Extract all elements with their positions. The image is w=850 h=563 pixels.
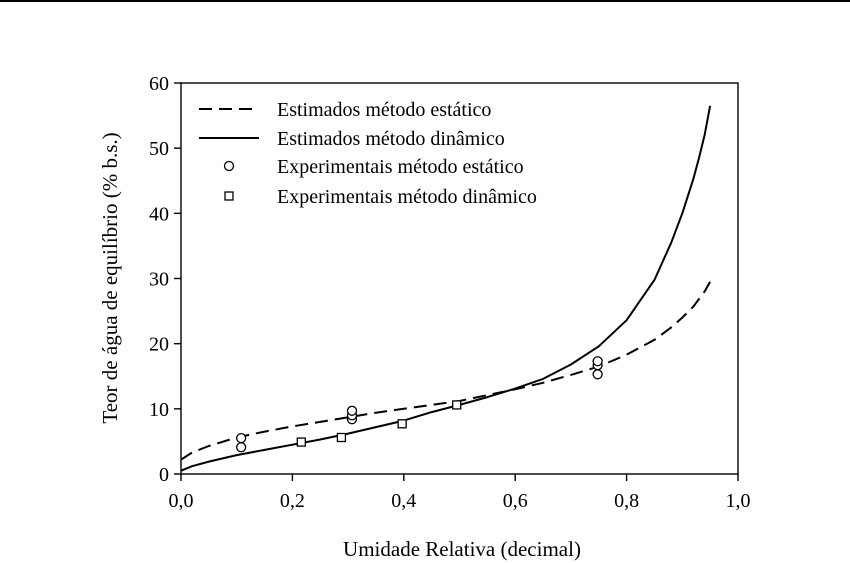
dynamic-experimental-point [296, 437, 306, 447]
legend-entry-label: Experimentais método estático [277, 156, 524, 178]
static-experimental-point [236, 433, 247, 444]
y-tick-label: 60 [149, 73, 169, 95]
legend: Estimados método estático Estimados métod… [199, 99, 537, 208]
legend-entry-label: Estimados método estático [277, 99, 491, 121]
y-tick-label: 40 [149, 203, 169, 225]
y-axis-label: Teor de água de equilíbrio (% b.s.) [98, 132, 122, 423]
y-tick-label: 0 [159, 464, 169, 486]
dynamic-experimental-point [336, 432, 347, 443]
static-experimental-point [236, 442, 247, 453]
x-axis-ticks: 0,0 0,2 0,4 0,6 0,8 1,0 [169, 474, 751, 512]
dynamic-experimental-point [452, 400, 462, 410]
x-axis-label: Umidade Relativa (decimal) [343, 537, 581, 561]
x-tick-label: 0,8 [614, 490, 639, 512]
y-tick-label: 50 [149, 138, 169, 160]
y-axis-ticks: 0 10 20 30 40 50 60 [149, 73, 181, 486]
static-experimental-point [592, 369, 603, 380]
x-tick-label: 1,0 [726, 490, 751, 512]
y-tick-label: 30 [149, 269, 169, 291]
x-tick-label: 0,2 [280, 490, 305, 512]
y-tick-label: 10 [149, 399, 169, 421]
static-experimental-point [346, 405, 358, 416]
dynamic-estimate-line [180, 105, 712, 472]
x-tick-label: 0,4 [391, 490, 416, 512]
top-rule [0, 0, 850, 2]
static-estimate-line [180, 281, 711, 461]
legend-swatch-square [224, 191, 234, 201]
series-layer [180, 105, 712, 472]
x-tick-label: 0,0 [169, 490, 194, 512]
legend-entry-label: Estimados método dinâmico [277, 128, 505, 150]
legend-entry-label: Experimentais método dinâmico [277, 186, 537, 208]
x-tick-label: 0,6 [503, 490, 528, 512]
legend-swatch-circle [223, 160, 235, 172]
static-experimental-point [592, 356, 603, 367]
dynamic-experimental-point [397, 419, 407, 429]
y-tick-label: 20 [149, 334, 169, 356]
